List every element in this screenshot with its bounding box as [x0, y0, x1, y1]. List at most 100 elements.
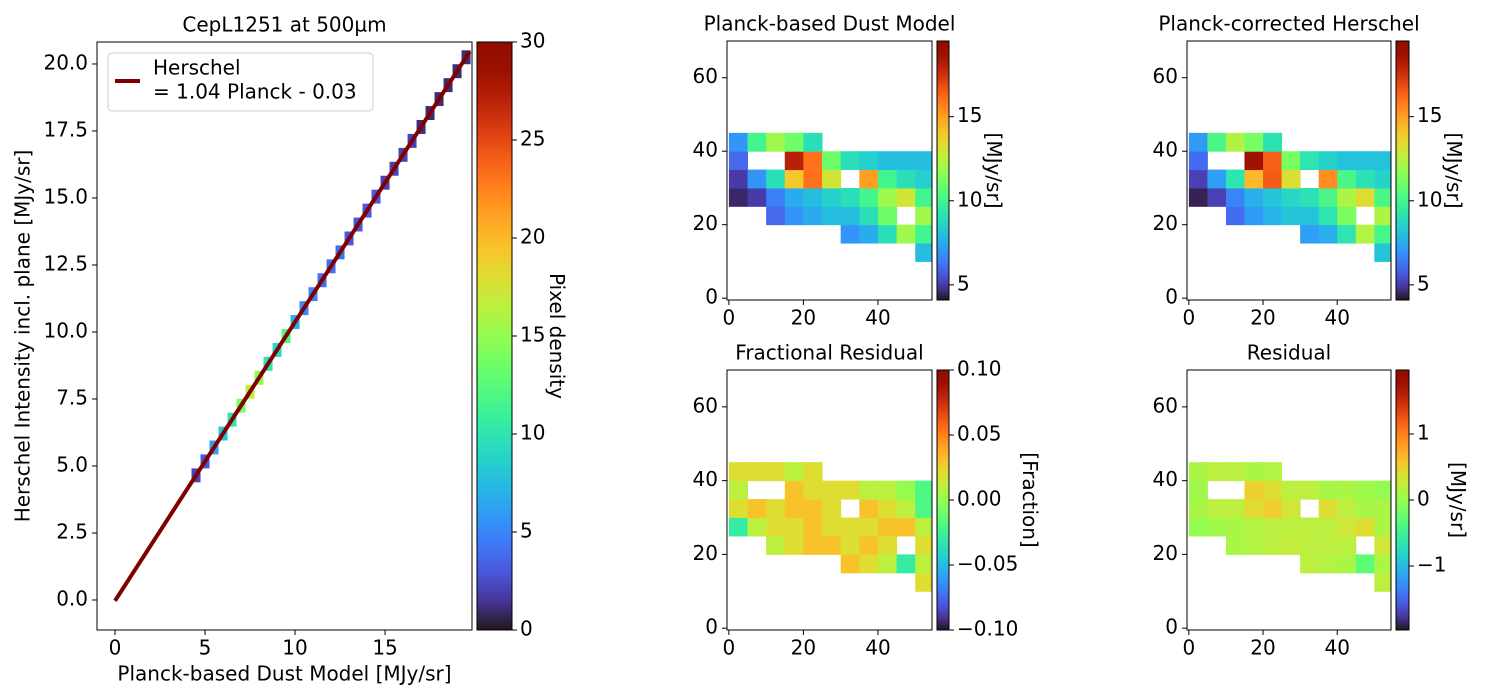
- y-tick-label: 0: [1165, 285, 1178, 309]
- map-cell: [803, 480, 823, 500]
- chart-title: Fractional Residual: [735, 341, 923, 365]
- colorbar-tick-label: 0: [1417, 487, 1430, 511]
- map-cell: [840, 224, 860, 244]
- legend: Herschel= 1.04 Planck - 0.03: [107, 52, 374, 112]
- x-tick-label: 40: [1324, 636, 1349, 660]
- chart-title: Planck-based Dust Model: [704, 12, 956, 36]
- map-cell: [1318, 151, 1338, 171]
- map-cell: [1225, 132, 1245, 152]
- colorbar-label: Pixel density: [545, 273, 569, 399]
- colorbar-tick-label: 20: [520, 225, 545, 249]
- map-cell: [840, 517, 860, 537]
- map-cell: [728, 462, 748, 482]
- map-cell: [859, 206, 879, 226]
- map-cell: [896, 480, 916, 500]
- map-cell: [1263, 480, 1283, 500]
- map-cell: [1318, 169, 1338, 189]
- colorbar-label: [MJy/sr]: [1442, 133, 1466, 209]
- map-cell: [1355, 224, 1375, 244]
- y-tick-label: 60: [693, 393, 718, 417]
- map-cell: [1188, 462, 1208, 482]
- x-tick-label: 0: [722, 306, 735, 330]
- x-tick-label: 15: [372, 636, 397, 660]
- map-cell: [1374, 517, 1391, 537]
- plot-area: [728, 132, 932, 262]
- map-cell: [766, 169, 786, 189]
- map-cell: [859, 151, 879, 171]
- map-cell: [1281, 517, 1301, 537]
- map-cell: [1318, 535, 1338, 555]
- legend-box: [107, 52, 374, 112]
- y-tick-label: 40: [693, 467, 718, 491]
- map-cell: [840, 480, 860, 500]
- map-cell: [1207, 169, 1227, 189]
- map-cell: [877, 206, 898, 226]
- colorbar-tick-label: 15: [520, 323, 545, 347]
- map-cell: [915, 206, 932, 226]
- map-cell: [859, 169, 879, 189]
- map-cell: [728, 151, 748, 171]
- map-cell: [784, 187, 804, 207]
- colorbar-tick-label: 0.10: [957, 357, 1002, 381]
- x-axis-label: Planck-based Dust Model [MJy/sr]: [117, 662, 451, 686]
- map-cell: [728, 169, 748, 189]
- map-cell: [877, 224, 898, 244]
- x-tick-label: 20: [791, 306, 816, 330]
- map-cell: [747, 187, 767, 207]
- map-cell: [1374, 224, 1391, 244]
- colorbar-tick-label: 10: [957, 187, 982, 211]
- map-cell: [803, 151, 823, 171]
- map-cell: [896, 554, 916, 574]
- map-cell: [896, 499, 916, 519]
- y-tick-label: 20: [1153, 211, 1178, 235]
- map-cell: [1318, 499, 1338, 519]
- y-tick-label: 20.0: [43, 50, 88, 74]
- colorbar-tick-label: 0: [520, 617, 533, 641]
- map-cell: [1281, 499, 1301, 519]
- map-cell: [915, 517, 932, 537]
- map-cell: [1244, 187, 1264, 207]
- colorbar-label: [MJy/sr]: [982, 133, 1006, 209]
- map-cell: [803, 462, 823, 482]
- x-tick-label: 0: [1182, 636, 1195, 660]
- map-cell: [1374, 169, 1391, 189]
- map-cell: [1263, 187, 1283, 207]
- map-cell: [1318, 480, 1338, 500]
- plot-area: [1188, 462, 1391, 592]
- y-tick-label: 17.5: [43, 117, 88, 141]
- map-cell: [766, 206, 786, 226]
- map-cell: [784, 206, 804, 226]
- map-cell: [1207, 499, 1227, 519]
- map-cell: [747, 169, 767, 189]
- map-cell: [840, 206, 860, 226]
- y-tick-label: 40: [693, 138, 718, 162]
- map-cell: [1337, 224, 1357, 244]
- map-cell: [1281, 187, 1301, 207]
- map-cell: [766, 462, 786, 482]
- map-cell: [728, 132, 748, 152]
- map-cell: [859, 517, 879, 537]
- colorbar-tick-label: 15: [1417, 103, 1442, 127]
- map-cell: [1225, 499, 1245, 519]
- map-cell: [915, 480, 932, 500]
- map-cell: [915, 554, 932, 574]
- map-cell: [1188, 480, 1208, 500]
- map-cell: [1225, 462, 1245, 482]
- map-cell: [803, 499, 823, 519]
- x-tick-label: 20: [1250, 636, 1275, 660]
- map-cell: [1374, 480, 1391, 500]
- map-cell: [766, 499, 786, 519]
- map-cell: [1207, 132, 1227, 152]
- x-tick-label: 40: [1324, 306, 1349, 330]
- map-cell: [915, 169, 932, 189]
- map-cell: [728, 499, 748, 519]
- map-cell: [896, 187, 916, 207]
- map-cell: [1244, 480, 1264, 500]
- map-cell: [1374, 499, 1391, 519]
- y-tick-label: 40: [1153, 138, 1178, 162]
- map-cell: [915, 187, 932, 207]
- map-cell: [1374, 187, 1391, 207]
- map-cell: [859, 187, 879, 207]
- map-cell: [803, 169, 823, 189]
- y-tick-label: 60: [693, 64, 718, 88]
